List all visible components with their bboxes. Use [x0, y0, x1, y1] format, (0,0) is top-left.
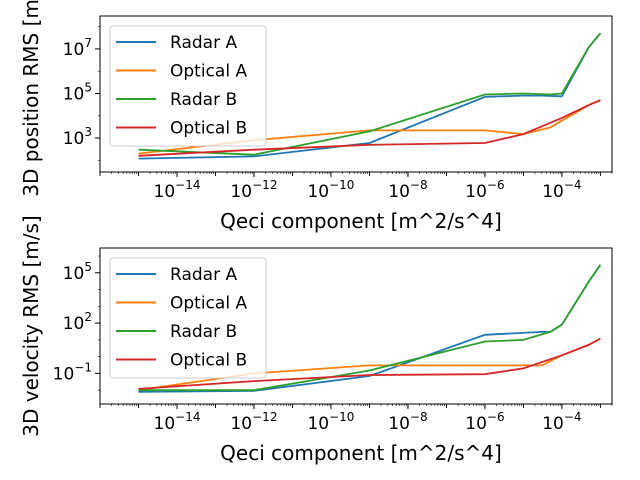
x-tick-label: 10−4 — [542, 410, 581, 434]
x-tick-label: 10−6 — [465, 178, 504, 202]
x-tick-label: 10−8 — [388, 178, 427, 202]
legend — [109, 257, 267, 379]
x-tick-label: 10−4 — [542, 178, 581, 202]
x-tick-label: 10−14 — [154, 410, 201, 434]
legend — [109, 25, 267, 147]
y-tick-label: 105 — [63, 80, 92, 104]
y-tick-label: 103 — [63, 125, 92, 149]
legend-label: Radar B — [170, 90, 237, 110]
series-line-optical-b — [138, 99, 601, 157]
x-tick-label: 10−14 — [154, 178, 201, 202]
legend-label: Radar A — [170, 33, 237, 53]
plot-frame — [99, 247, 613, 405]
y-tick-label: 107 — [63, 36, 92, 60]
y-tick-label: 102 — [63, 310, 92, 334]
x-tick-label: 10−8 — [388, 410, 427, 434]
series-line-radar-b — [138, 32, 602, 156]
y-axis-label: 3D position RMS [m] — [19, 0, 43, 197]
legend-label: Radar B — [170, 322, 237, 342]
legend-label: Radar A — [170, 265, 237, 285]
legend-label: Optical B — [170, 119, 247, 139]
plot-frame — [99, 15, 613, 173]
x-tick-label: 10−10 — [307, 178, 354, 202]
y-tick-label: 10−1 — [53, 360, 92, 384]
legend-label: Optical A — [170, 62, 247, 82]
x-tick-label: 10−10 — [307, 410, 354, 434]
legend-label: Optical B — [170, 351, 247, 371]
y-axis-label: 3D velocity RMS [m/s] — [19, 215, 43, 436]
series-line-radar-b — [138, 264, 602, 392]
chart-velocity-rms: 10−14 10−12 10−10 10−8 10−6 10−4 10−1 102 105 Qec… — [19, 215, 613, 465]
legend-label: Optical A — [170, 294, 247, 314]
chart-position-rms: 10−14 10−12 10−10 10−8 10−6 10−4 103 105 107 Qeci… — [19, 0, 613, 233]
y-tick-label: 105 — [63, 260, 92, 284]
x-tick-label: 10−6 — [465, 410, 504, 434]
x-axis-label: Qeci component [m^2/s^4] — [220, 209, 502, 233]
series-line-optical-b — [138, 337, 601, 390]
x-tick-label: 10−12 — [230, 178, 277, 202]
x-tick-label: 10−12 — [230, 410, 277, 434]
x-axis-label: Qeci component [m^2/s^4] — [220, 441, 502, 465]
